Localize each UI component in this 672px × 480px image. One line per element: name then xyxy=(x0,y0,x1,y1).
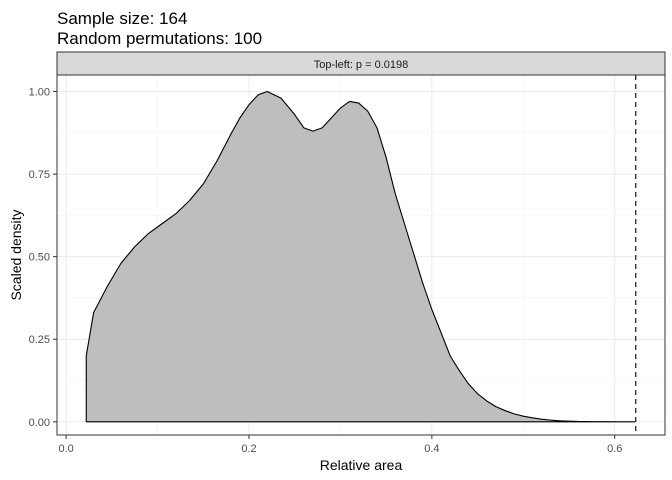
y-tick-label: 0.50 xyxy=(29,252,50,264)
density-area xyxy=(85,90,636,423)
panel-border xyxy=(56,74,666,436)
chart-title-line-2: Random permutations: 100 xyxy=(57,29,262,48)
x-axis: 0.0 0.2 0.4 0.6 xyxy=(58,435,622,455)
facet-strip-label: Top-left: p = 0.0198 xyxy=(314,59,408,71)
x-axis-title: Relative area xyxy=(320,457,403,473)
y-tick-label: 0.00 xyxy=(29,417,50,429)
y-tick-label: 0.75 xyxy=(29,169,50,181)
plot-panel xyxy=(56,74,666,436)
y-axis-title: Scaled density xyxy=(8,209,24,300)
y-axis: 0.00 0.25 0.50 0.75 1.00 xyxy=(29,87,57,429)
chart-title-line-1: Sample size: 164 xyxy=(57,9,187,28)
x-tick-label: 0.6 xyxy=(607,443,622,455)
density-layer xyxy=(85,90,636,423)
facet-strip: Top-left: p = 0.0198 xyxy=(56,51,666,76)
y-tick-label: 0.25 xyxy=(29,334,50,346)
x-tick-label: 0.2 xyxy=(241,443,256,455)
x-tick-label: 0.4 xyxy=(424,443,439,455)
x-tick-label: 0.0 xyxy=(58,443,73,455)
y-tick-label: 1.00 xyxy=(29,87,50,99)
